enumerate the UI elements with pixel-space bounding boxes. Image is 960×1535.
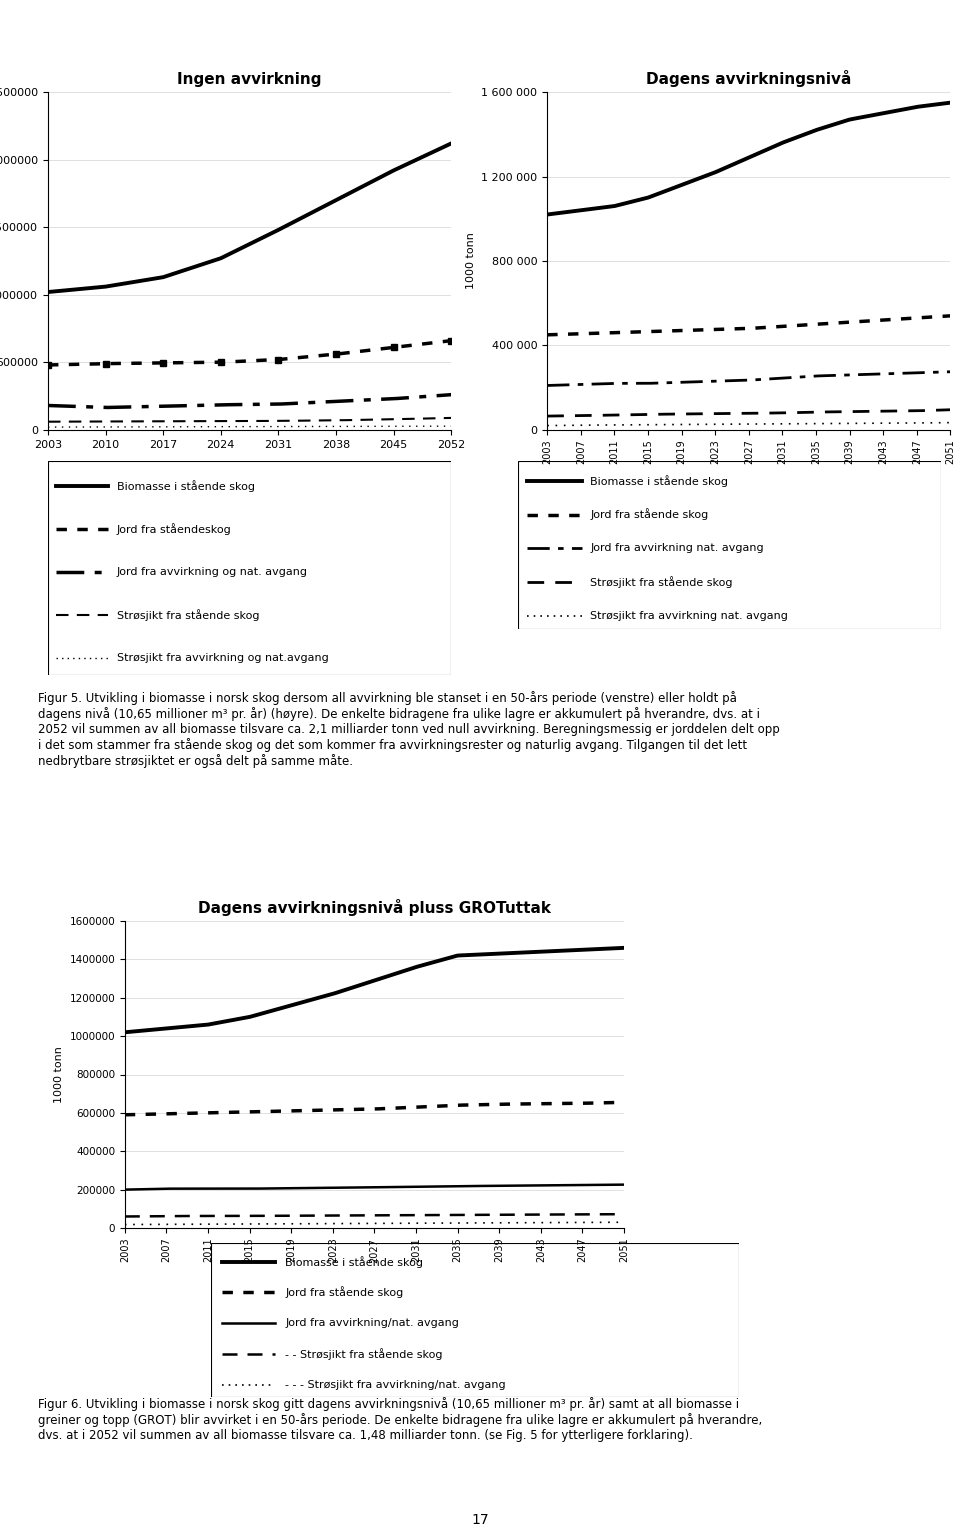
Text: Strøsjikt fra avvirkning nat. avgang: Strøsjikt fra avvirkning nat. avgang bbox=[590, 611, 788, 620]
Text: Jord fra stående skog: Jord fra stående skog bbox=[590, 508, 708, 520]
Text: Strøsjikt fra stående skog: Strøsjikt fra stående skog bbox=[590, 576, 732, 588]
Y-axis label: 1000 tonn: 1000 tonn bbox=[54, 1045, 63, 1104]
Y-axis label: 1000 tonn: 1000 tonn bbox=[466, 232, 476, 290]
Text: 17: 17 bbox=[471, 1514, 489, 1527]
Text: Biomasse i stående skog: Biomasse i stående skog bbox=[285, 1256, 423, 1268]
Text: - - Strøsjikt fra stående skog: - - Strøsjikt fra stående skog bbox=[285, 1348, 443, 1360]
Text: - - - Strøsjikt fra avvirkning/nat. avgang: - - - Strøsjikt fra avvirkning/nat. avga… bbox=[285, 1380, 506, 1389]
Title: Ingen avvirkning: Ingen avvirkning bbox=[178, 72, 322, 87]
Text: Jord fra avvirkning nat. avgang: Jord fra avvirkning nat. avgang bbox=[590, 543, 764, 553]
Title: Dagens avvirkningsnivå pluss GROTuttak: Dagens avvirkningsnivå pluss GROTuttak bbox=[198, 898, 551, 916]
Text: Figur 6. Utvikling i biomasse i norsk skog gitt dagens avvirkningsnivå (10,65 mi: Figur 6. Utvikling i biomasse i norsk sk… bbox=[38, 1397, 762, 1441]
Title: Dagens avvirkningsnivå: Dagens avvirkningsnivå bbox=[646, 69, 852, 87]
Text: Strøsjikt fra avvirkning og nat.avgang: Strøsjikt fra avvirkning og nat.avgang bbox=[116, 654, 328, 663]
Text: Figur 5. Utvikling i biomasse i norsk skog dersom all avvirkning ble stanset i e: Figur 5. Utvikling i biomasse i norsk sk… bbox=[38, 691, 780, 768]
Text: Biomasse i stående skog: Biomasse i stående skog bbox=[590, 474, 729, 487]
Text: Jord fra ståendeskog: Jord fra ståendeskog bbox=[116, 523, 231, 536]
Text: Jord fra stående skog: Jord fra stående skog bbox=[285, 1286, 403, 1299]
Text: Biomasse i stående skog: Biomasse i stående skog bbox=[116, 480, 254, 493]
Text: Strøsjikt fra stående skog: Strøsjikt fra stående skog bbox=[116, 609, 259, 622]
Text: Jord fra avvirkning/nat. avgang: Jord fra avvirkning/nat. avgang bbox=[285, 1319, 459, 1328]
Text: Jord fra avvirkning og nat. avgang: Jord fra avvirkning og nat. avgang bbox=[116, 568, 307, 577]
